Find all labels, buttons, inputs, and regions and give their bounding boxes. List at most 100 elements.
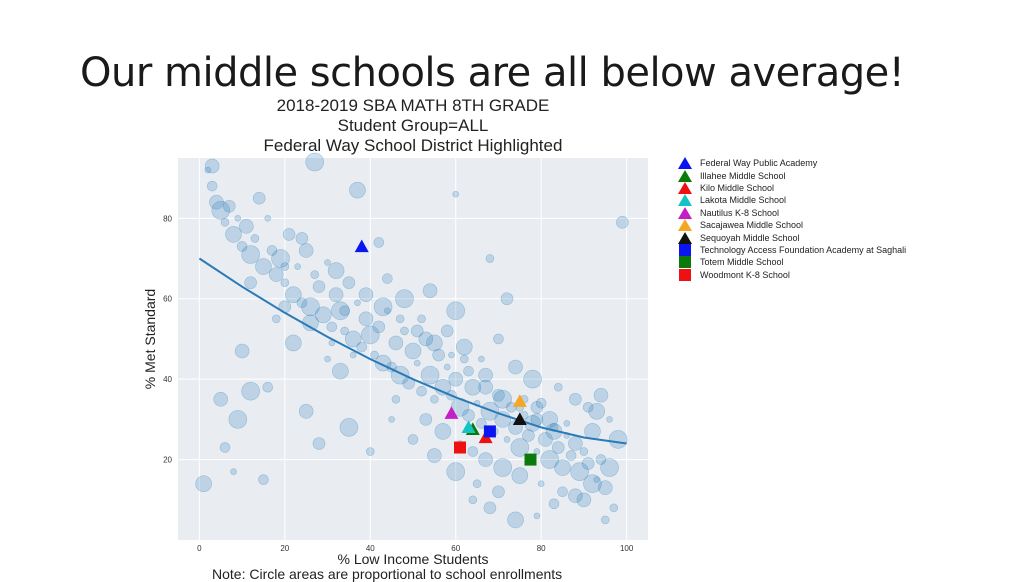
highlight-marker [512,412,527,425]
data-point [294,263,301,270]
data-point [511,467,529,484]
data-point [530,401,544,414]
data-point [271,314,281,324]
data-point [344,330,362,348]
data-point [391,394,401,404]
triangle-marker-icon [678,206,692,219]
x-tick-label: 80 [537,544,546,553]
data-point [358,311,374,327]
plot-area [178,158,648,540]
data-point [523,369,542,389]
data-point [600,458,619,477]
y-tick-label: 20 [163,456,172,465]
data-point [298,243,314,258]
data-point [314,306,332,324]
data-point [209,194,224,210]
legend-label: Nautilus K-8 School [700,207,780,218]
data-point [493,389,513,409]
data-point [328,287,344,303]
data-point [540,450,560,469]
x-axis-label: % Low Income Students [338,551,489,567]
data-point [404,342,422,360]
data-point [400,326,409,336]
data-point [430,394,439,404]
data-point [565,450,577,461]
data-point [296,297,308,309]
data-point [478,355,485,363]
data-point [285,334,302,352]
data-point [452,190,460,198]
highlight-marker [461,420,476,434]
highlight-marker [483,425,496,438]
data-point [407,434,419,445]
triangle-marker-icon [678,194,692,207]
legend-item: Woodmont K-8 School [678,268,906,281]
data-point [541,411,559,428]
legend-item: Illahee Middle School [678,169,906,182]
data-point [503,436,511,443]
data-point [340,326,349,336]
data-point [593,476,601,483]
data-point [228,410,248,429]
data-point [388,335,404,351]
y-tick-label: 60 [163,295,172,304]
data-point [230,468,237,475]
data-point [478,367,493,383]
data-point [280,262,290,271]
data-point [295,232,309,245]
data-point [448,371,464,387]
data-point [339,418,359,437]
data-point [339,305,350,317]
data-point [268,267,284,282]
data-point [225,226,242,243]
legend-item: Totem Middle School [678,256,906,269]
legend-label: Kilo Middle School [700,182,775,193]
data-point [373,297,393,317]
data-point [446,462,466,481]
legend-item: Lakota Middle School [678,194,906,207]
data-point [492,388,505,402]
data-point [533,512,541,520]
legend-item: Kilo Middle School [678,181,906,194]
data-point [262,381,274,393]
data-point [440,324,454,338]
data-point [388,416,395,423]
data-point [195,475,212,493]
data-point [478,452,493,467]
data-point [365,447,375,456]
data-point [588,403,606,420]
triangle-marker-icon [678,181,692,194]
data-point [508,359,523,375]
data-point [252,191,266,205]
data-point [331,301,350,321]
data-point [464,378,482,396]
square-marker-icon [679,243,691,256]
data-point [280,278,290,287]
highlight-marker [454,441,466,454]
data-point [595,454,607,465]
data-point [234,343,250,359]
legend-item: Nautilus K-8 School [678,206,906,219]
triangle-marker-icon [678,219,692,232]
data-point [579,447,589,456]
data-point [236,241,248,252]
data-point [305,152,325,172]
data-point [510,438,530,457]
data-point [384,307,391,315]
data-point [211,200,231,220]
data-point [358,287,374,303]
data-point [324,259,331,266]
chart-title: 2018-2019 SBA MATH 8TH GRADE Student Gro… [178,96,648,156]
data-point [597,480,613,496]
data-point [326,321,338,333]
data-point [332,362,349,380]
data-point [426,334,443,352]
data-point [535,397,547,409]
legend-label: Illahee Middle School [700,170,786,181]
data-point [478,379,493,395]
data-point [324,355,331,363]
data-point [522,429,535,442]
x-tick-label: 40 [366,544,375,553]
data-point [416,385,427,397]
data-point [301,297,320,317]
